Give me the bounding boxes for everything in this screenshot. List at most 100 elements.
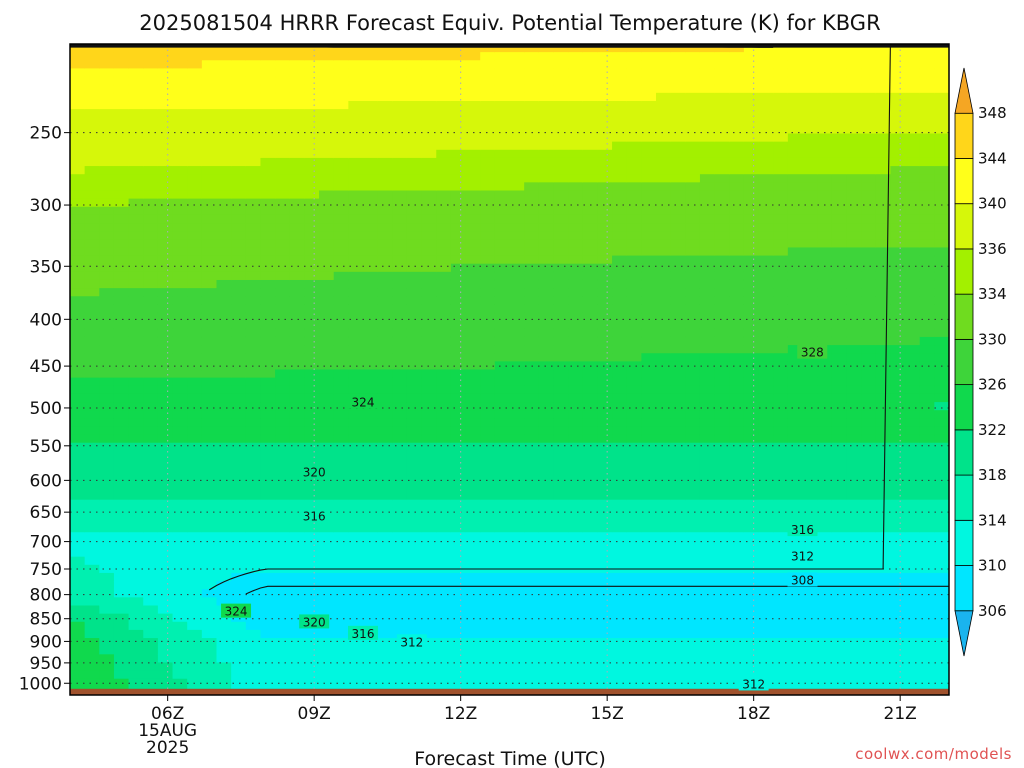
band-cell xyxy=(875,426,891,436)
band-cell xyxy=(494,109,511,118)
band-cell xyxy=(729,84,745,94)
band-cell xyxy=(157,84,174,94)
band-cell xyxy=(260,76,276,86)
band-cell xyxy=(99,353,115,362)
band-cell xyxy=(465,402,481,411)
band-cell xyxy=(450,361,467,371)
band-cell xyxy=(304,52,320,61)
band-cell xyxy=(348,450,364,460)
band-cell xyxy=(597,52,613,61)
band-cell xyxy=(216,418,232,428)
band-cell xyxy=(172,214,188,224)
band-cell xyxy=(436,459,452,468)
band-cell xyxy=(641,581,657,590)
x-tick-06Z: 06Z xyxy=(151,704,184,724)
band-cell xyxy=(714,149,730,159)
band-cell xyxy=(699,44,716,53)
band-cell xyxy=(70,524,86,533)
band-cell xyxy=(187,629,203,639)
band-cell xyxy=(494,385,511,395)
band-cell xyxy=(450,548,467,558)
band-cell xyxy=(99,654,115,664)
band-cell xyxy=(348,92,364,102)
band-cell xyxy=(333,597,349,607)
band-cell xyxy=(685,524,701,533)
band-cell xyxy=(685,174,701,183)
band-cell xyxy=(84,393,100,403)
band-cell xyxy=(465,572,481,582)
band-cell xyxy=(99,60,115,70)
band-cell xyxy=(524,613,540,623)
band-cell xyxy=(612,402,628,411)
band-cell xyxy=(685,613,701,623)
band-cell xyxy=(890,450,906,460)
band-cell xyxy=(714,198,730,208)
band-cell xyxy=(729,231,745,240)
band-cell xyxy=(685,255,701,265)
band-cell xyxy=(201,100,218,110)
band-cell xyxy=(802,133,818,143)
band-cell xyxy=(787,92,804,102)
band-cell xyxy=(568,239,584,249)
band-cell xyxy=(113,345,130,354)
band-cell xyxy=(436,467,452,476)
band-cell xyxy=(363,149,379,159)
band-cell xyxy=(289,524,305,533)
band-cell xyxy=(846,231,862,240)
band-cell xyxy=(685,206,701,216)
band-cell xyxy=(538,214,555,224)
band-cell xyxy=(861,548,877,558)
band-cell xyxy=(699,524,716,533)
band-cell xyxy=(392,475,408,485)
band-cell xyxy=(787,336,804,346)
band-cell xyxy=(128,450,144,460)
band-cell xyxy=(758,654,774,664)
band-cell xyxy=(597,646,613,655)
band-cell xyxy=(143,92,159,102)
band-cell xyxy=(773,288,789,297)
band-cell xyxy=(861,182,877,192)
band-cell xyxy=(773,109,789,118)
band-cell xyxy=(333,52,349,61)
band-cell xyxy=(509,44,525,53)
band-cell xyxy=(421,629,437,639)
band-cell xyxy=(729,76,745,86)
band-cell xyxy=(890,459,906,468)
band-cell xyxy=(363,345,379,354)
band-cell xyxy=(699,548,716,558)
band-cell xyxy=(289,662,305,672)
band-cell xyxy=(758,646,774,655)
band-cell xyxy=(480,109,496,118)
band-cell xyxy=(275,548,291,558)
band-cell xyxy=(245,532,262,541)
band-cell xyxy=(494,182,511,192)
band-cell xyxy=(787,654,804,664)
band-cell xyxy=(128,410,144,419)
band-cell xyxy=(612,426,628,436)
band-cell xyxy=(494,117,511,126)
band-cell xyxy=(333,239,349,249)
band-cell xyxy=(846,459,862,468)
band-cell xyxy=(465,190,481,200)
credit-link[interactable]: coolwx.com/models xyxy=(855,745,1012,763)
band-cell xyxy=(480,556,496,566)
band-cell xyxy=(905,60,921,70)
band-cell xyxy=(450,646,467,655)
band-cell xyxy=(465,68,481,78)
band-cell xyxy=(143,670,159,680)
band-cell xyxy=(905,434,921,444)
band-cell xyxy=(450,255,467,265)
band-cell xyxy=(641,540,657,550)
band-cell xyxy=(113,499,130,509)
band-cell xyxy=(289,646,305,655)
band-cell xyxy=(905,442,921,452)
band-cell xyxy=(817,662,833,672)
band-cell xyxy=(773,255,789,265)
band-cell xyxy=(260,459,276,468)
band-cell xyxy=(787,279,804,289)
band-cell xyxy=(231,44,247,53)
band-cell xyxy=(626,166,642,175)
band-cell xyxy=(714,654,730,664)
band-cell xyxy=(128,206,144,216)
band-cell xyxy=(450,125,467,135)
